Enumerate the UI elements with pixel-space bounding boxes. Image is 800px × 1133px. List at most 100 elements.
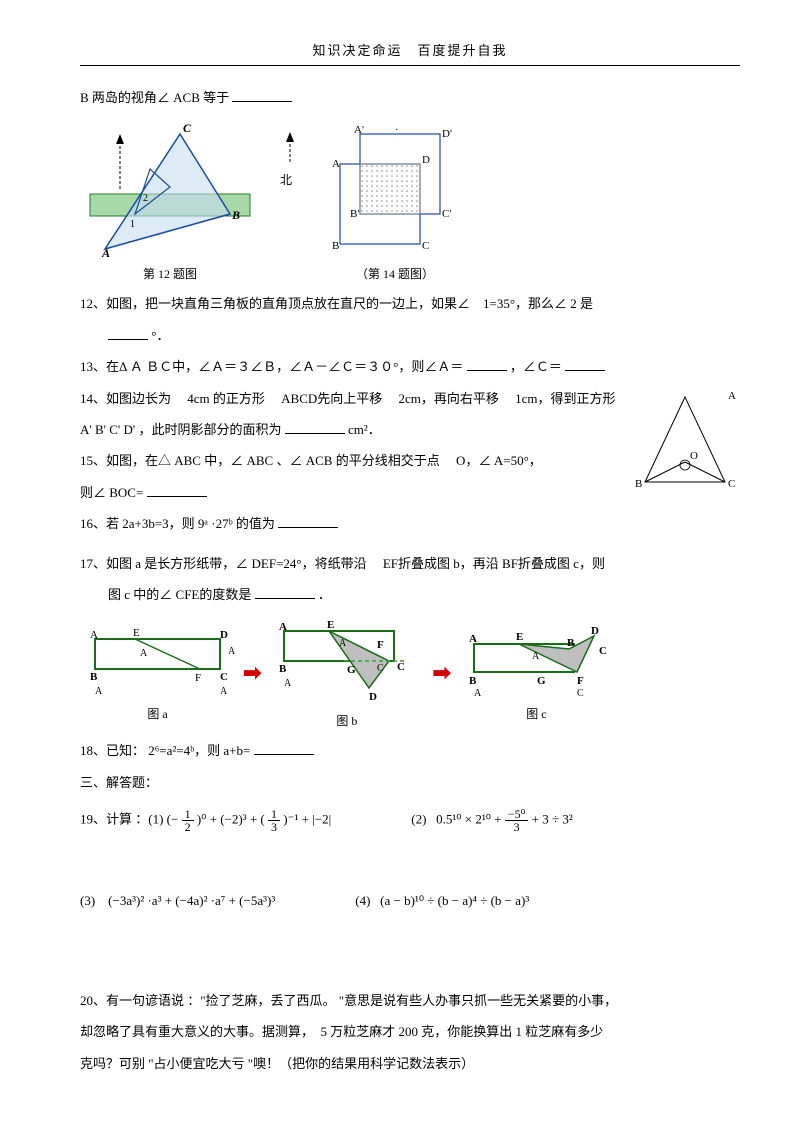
- expr3: (−3a³)² ·a³ + (−4a)² ·a⁷ + (−5a³)³: [108, 893, 275, 908]
- expr2-b: + 3 ÷ 3²: [532, 812, 573, 827]
- q19-4-label: (4): [355, 893, 370, 908]
- fold-fig-a: A E D B F C A A A A 图 a: [80, 624, 235, 722]
- q19-row1: 19、计算 ：(1) (− 12 )⁰ + (−2)³ + ( 13 )⁻¹ +…: [80, 808, 740, 833]
- figure-12-caption: 第 12 题图: [80, 265, 260, 282]
- figure-12-svg: A B C 2 1: [80, 119, 260, 259]
- expr1-c: )⁻¹ + |−2|: [283, 812, 331, 827]
- svg-text:A: A: [95, 686, 103, 697]
- svg-text:A: A: [332, 158, 340, 170]
- q20-b: 却忽略了具有重大意义的大事。据测算， 5 万粒芝麻才 200 克，你能换算出 1…: [80, 1020, 740, 1043]
- svg-text:2: 2: [143, 193, 148, 204]
- fold-b-cap: 图 b: [269, 712, 424, 729]
- q19-3-label: (3): [80, 893, 95, 908]
- svg-text:·: ·: [395, 124, 399, 136]
- svg-text:C: C: [599, 645, 607, 657]
- q11-blank: [232, 87, 292, 102]
- q18: 18、已知： 2⁶=a²=4ᵇ，则 a+b=: [80, 739, 740, 762]
- q12-suffix: °．: [151, 328, 169, 343]
- q11-text: B 两岛的视角∠ ACB 等于: [80, 86, 740, 109]
- figure-14-svg: A' D' B' C' A D B C ·: [320, 119, 470, 259]
- q13-blank2: [565, 356, 605, 371]
- q17-blank: [255, 584, 315, 599]
- svg-text:C: C: [377, 663, 384, 674]
- svg-text:E: E: [133, 627, 140, 639]
- q13-a: 13、在Δ Ａ ＢＣ中，∠Ａ＝３∠Ｂ，∠Ａ－∠Ｃ＝３０°，则∠Ａ＝: [80, 359, 463, 374]
- svg-text:D: D: [591, 625, 599, 637]
- svg-text:B: B: [231, 208, 240, 222]
- q15b-text: 则∠ BOC=: [80, 485, 143, 500]
- svg-text:A: A: [728, 390, 736, 402]
- svg-text:A: A: [532, 651, 540, 662]
- page-header: 知识决定命运 百度提升自我: [80, 40, 740, 66]
- q19-4: (4) (a − b)¹⁰ ÷ (b − a)⁴ ÷ (b − a)³: [355, 893, 529, 909]
- svg-text:C: C: [397, 661, 405, 673]
- figure-15-svg: A B C O: [630, 387, 740, 497]
- svg-text:A: A: [228, 646, 235, 657]
- q12-text: 12、如图，把一块直角三角板的直角顶点放在直尺的一边上，如果∠ 1=35°，那么…: [80, 296, 593, 311]
- figure-14-caption: （第 14 题图）: [320, 265, 470, 282]
- q17b: 图 c 中的∠ CFE的度数是 ．: [108, 583, 740, 606]
- q14-unit: cm²．: [348, 422, 381, 437]
- svg-text:B: B: [469, 675, 477, 687]
- frac-half: 12: [182, 808, 194, 833]
- svg-text:E: E: [327, 619, 334, 631]
- q19-1: 19、计算 ：(1) (− 12 )⁰ + (−2)³ + ( 13 )⁻¹ +…: [80, 808, 331, 833]
- q16-text: 16、若 2a+3b=3，则 9ᵃ ·27ᵇ 的值为: [80, 516, 278, 531]
- figure-15: A B C O: [630, 387, 740, 501]
- fold-a-cap: 图 a: [80, 705, 235, 722]
- north-text: 北: [280, 171, 300, 188]
- svg-text:C: C: [422, 240, 429, 252]
- svg-text:B: B: [279, 663, 287, 675]
- svg-text:G: G: [537, 675, 546, 687]
- q13-b: ，∠Ｃ＝: [510, 359, 562, 374]
- svg-text:F: F: [377, 639, 384, 651]
- svg-text:E: E: [516, 631, 523, 643]
- q20-a: 20、有一句谚语说 ："捡了芝麻，丢了西瓜。 "意思是说有些人办事只抓一些无关紧…: [80, 989, 740, 1012]
- svg-text:A: A: [469, 633, 477, 645]
- svg-text:D: D: [422, 154, 430, 166]
- svg-text:1: 1: [130, 219, 135, 230]
- q11-pre: B 两岛的视角∠ ACB 等于: [80, 90, 232, 105]
- q12-blank: [108, 325, 148, 340]
- arrow-2: ➡: [432, 660, 450, 686]
- expr4: (a − b)¹⁰ ÷ (b − a)⁴ ÷ (b − a)³: [380, 893, 529, 908]
- figures-12-14: A B C 2 1 第 12 题图 北: [80, 119, 740, 282]
- svg-text:A: A: [220, 686, 228, 697]
- svg-text:D: D: [220, 629, 228, 641]
- svg-text:A: A: [284, 678, 292, 689]
- svg-text:A: A: [474, 688, 482, 699]
- q19-3: (3) (−3a³)² ·a³ + (−4a)² ·a⁷ + (−5a³)³: [80, 893, 275, 909]
- fold-fig-b: A E B G F C D A C A 图 b: [269, 616, 424, 729]
- q14b-text: A' B' C' D' ，此时阴影部分的面积为: [80, 422, 285, 437]
- figure-14: A' D' B' C' A D B C · （第 14 题图）: [320, 119, 470, 282]
- q15-blank: [147, 482, 207, 497]
- svg-text:D: D: [369, 691, 377, 703]
- figure-12: A B C 2 1 第 12 题图: [80, 119, 260, 282]
- svg-text:A': A': [354, 124, 364, 136]
- svg-text:C: C: [728, 478, 735, 490]
- frac-third: 13: [268, 808, 280, 833]
- svg-text:C: C: [183, 121, 192, 135]
- svg-text:B': B': [350, 208, 359, 220]
- svg-text:A: A: [339, 638, 347, 649]
- svg-text:B: B: [567, 637, 575, 649]
- svg-text:B: B: [90, 671, 98, 683]
- svg-text:G: G: [347, 664, 356, 676]
- q17: 17、如图 a 是长方形纸带，∠ DEF=24°，将纸带沿 EF折叠成图 b，再…: [80, 552, 740, 575]
- q19-label: 19、计算 ：(1): [80, 812, 163, 827]
- q19-2: (2) 0.5¹⁰ × 2¹⁰ + −5⁰3 + 3 ÷ 3²: [411, 808, 573, 833]
- expr1-b: )⁰ + (−2)³ + (: [197, 812, 265, 827]
- q16-blank: [278, 513, 338, 528]
- svg-text:C: C: [577, 688, 584, 699]
- section-3: 三、解答题：: [80, 771, 740, 794]
- q14-blank: [285, 419, 345, 434]
- q16: 16、若 2a+3b=3，则 9ᵃ ·27ᵇ 的值为: [80, 512, 740, 535]
- expr1-a: (−: [167, 812, 179, 827]
- north-label-block: 北: [280, 127, 300, 188]
- svg-text:A: A: [101, 246, 110, 259]
- svg-text:F: F: [577, 675, 584, 687]
- svg-text:C: C: [220, 671, 228, 683]
- q13-blank1: [467, 356, 507, 371]
- svg-text:D': D': [442, 128, 452, 140]
- frac-neg5-3: −5⁰3: [505, 808, 529, 833]
